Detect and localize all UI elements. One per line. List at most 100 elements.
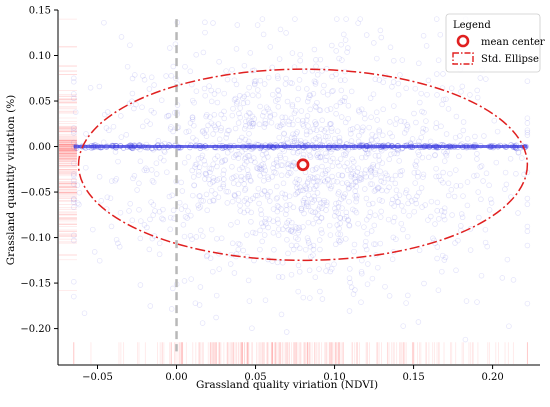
scatter-point [316, 196, 322, 203]
scatter-point [393, 236, 399, 242]
scatter-point [291, 110, 298, 117]
scatter-point [207, 181, 213, 187]
scatter-point [363, 167, 369, 173]
scatter-point [338, 114, 345, 120]
scatter-point [265, 224, 271, 231]
scatter-point [261, 187, 268, 194]
cluster-point [226, 144, 233, 151]
cluster-point [97, 143, 104, 150]
scatter-point [279, 190, 285, 197]
scatter-point [365, 150, 372, 157]
scatter-point [292, 224, 299, 230]
scatter-point [418, 134, 424, 141]
scatter-point [345, 217, 351, 224]
scatter-point [193, 88, 200, 94]
scatter-point [284, 139, 291, 146]
scatter-point [363, 32, 370, 38]
scatter-point [323, 202, 330, 208]
scatter-point [239, 149, 245, 155]
scatter-point [288, 242, 295, 249]
scatter-point [252, 230, 259, 237]
scatter-point [307, 154, 314, 160]
cluster-point [342, 144, 349, 150]
scatter-point [295, 96, 301, 103]
scatter-point [285, 250, 291, 257]
scatter-point [193, 137, 199, 144]
scatter-point [433, 165, 439, 172]
scatter-point [247, 110, 253, 117]
cluster-point [363, 143, 369, 150]
cluster-point [267, 143, 274, 149]
scatter-point [261, 156, 267, 162]
cluster-point [90, 144, 96, 151]
scatter-point [117, 209, 124, 216]
cluster-point [104, 144, 110, 150]
scatter-point [392, 172, 399, 179]
scatter-point [112, 177, 118, 184]
scatter-point [218, 235, 225, 242]
cluster-point [192, 143, 199, 150]
scatter-point [131, 173, 138, 179]
cluster-point [112, 143, 119, 149]
rug-plots [59, 18, 528, 364]
scatter-point [207, 255, 214, 261]
scatter-point [346, 222, 352, 228]
cluster-point [79, 144, 85, 150]
scatter-point [287, 170, 294, 176]
cluster-point [377, 144, 383, 150]
scatter-point [189, 236, 195, 242]
scatter-point [147, 216, 153, 223]
scatter-point [311, 78, 318, 84]
scatter-point [420, 125, 427, 132]
scatter-point [275, 204, 282, 210]
scatter-point [271, 111, 278, 118]
cluster-point [109, 142, 115, 149]
scatter-point [247, 197, 254, 203]
cluster-point [379, 143, 386, 149]
scatter-point [378, 147, 385, 154]
cluster-point [452, 143, 458, 149]
scatter-point [314, 177, 321, 184]
scatter-point [363, 173, 369, 180]
scatter-point [439, 101, 445, 108]
scatter-point [290, 229, 296, 235]
scatter-point [363, 238, 369, 245]
scatter-point [241, 176, 248, 182]
scatter-point [244, 167, 251, 173]
scatter-point [315, 154, 321, 160]
scatter-point [386, 293, 393, 299]
scatter-point [293, 176, 300, 182]
cluster-point [463, 142, 470, 149]
scatter-point [351, 159, 357, 165]
scatter-point [91, 249, 98, 255]
cluster-point [343, 141, 350, 147]
scatter-point [424, 91, 430, 98]
scatter-point [193, 161, 200, 167]
cluster-point [124, 144, 130, 150]
cluster-point [430, 144, 437, 150]
scatter-point [156, 251, 163, 258]
scatter-point [243, 112, 250, 119]
scatter-point [141, 167, 148, 173]
scatter-point [182, 214, 189, 220]
scatter-point [153, 171, 160, 177]
scatter-point [268, 119, 275, 126]
scatter-point [488, 200, 495, 206]
cluster-point [382, 144, 389, 151]
scatter-point [457, 182, 464, 189]
scatter-point [306, 267, 313, 274]
scatter-point [515, 149, 522, 156]
scatter-point [200, 127, 206, 134]
scatter-point [380, 79, 386, 85]
scatter-point [231, 77, 238, 83]
legend: Legend mean center Std. Ellipse [445, 13, 545, 73]
scatter-point [453, 267, 459, 274]
scatter-point [314, 99, 320, 106]
cluster-point [126, 143, 132, 149]
scatter-point [372, 187, 379, 193]
cluster-point [486, 143, 492, 150]
scatter-point [198, 227, 204, 234]
scatter-point [452, 134, 459, 141]
scatter-point [294, 225, 300, 231]
scatter-point [401, 130, 408, 136]
